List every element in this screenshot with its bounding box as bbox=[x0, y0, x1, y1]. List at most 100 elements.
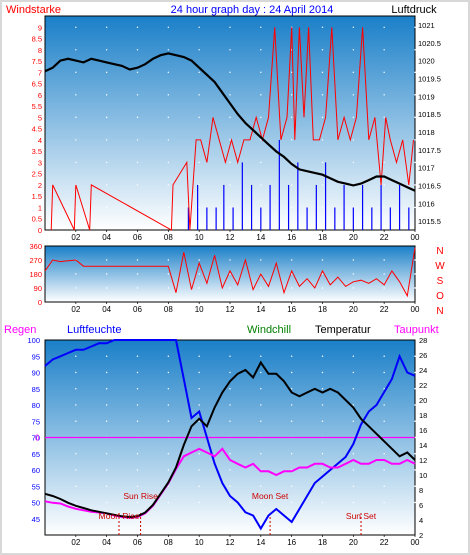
grid-dot bbox=[383, 501, 385, 504]
grid-dot bbox=[352, 94, 355, 96]
grid-dot bbox=[136, 259, 139, 261]
grid-dot bbox=[229, 184, 231, 186]
panel2-x-tick-label: 18 bbox=[318, 305, 327, 314]
grid-dot bbox=[75, 355, 77, 357]
grid-dot bbox=[290, 287, 293, 289]
chart-marks bbox=[44, 27, 416, 535]
grid-dot bbox=[321, 404, 324, 406]
grid-dot bbox=[167, 485, 170, 487]
grid-dot bbox=[260, 49, 262, 51]
grid-dot bbox=[75, 116, 77, 119]
grid-dot bbox=[105, 469, 108, 471]
grid-dot bbox=[229, 71, 231, 74]
grid-dot bbox=[105, 94, 108, 96]
grid-dot bbox=[105, 485, 108, 487]
panel3-x-tick-label: 08 bbox=[164, 538, 173, 547]
grid-dot bbox=[414, 287, 416, 289]
grid-dot bbox=[75, 49, 77, 51]
grid-dot bbox=[167, 371, 170, 374]
panel1-x-tick-label: 22 bbox=[380, 233, 389, 242]
grid-dot bbox=[321, 273, 324, 275]
wind-y-tick-label: 3 bbox=[38, 158, 42, 167]
panel3-x-tick-label: 04 bbox=[102, 538, 111, 547]
grid-dot bbox=[198, 26, 200, 28]
grid-dot bbox=[105, 26, 108, 28]
grid-dot bbox=[75, 453, 77, 455]
grid-dot bbox=[260, 371, 262, 374]
grid-dot bbox=[260, 388, 262, 390]
grid-dot bbox=[167, 116, 170, 119]
temperature-y-tick-label: 4 bbox=[419, 516, 423, 525]
grid-dot bbox=[229, 273, 231, 275]
grid-dot bbox=[321, 501, 324, 504]
panel1-x-tick-label: 12 bbox=[226, 233, 235, 242]
panel3-x-tick-label: 16 bbox=[287, 538, 296, 547]
grid-dot bbox=[198, 71, 200, 74]
grid-dot bbox=[136, 287, 139, 289]
grid-dot bbox=[105, 371, 108, 374]
grid-dot bbox=[414, 273, 416, 275]
grid-dot bbox=[414, 161, 416, 164]
grid-dot bbox=[167, 139, 170, 141]
grid-dot bbox=[383, 161, 385, 164]
panel2-x-tick-label: 14 bbox=[256, 305, 265, 314]
grid-dot bbox=[383, 355, 385, 357]
grid-dot bbox=[229, 453, 231, 455]
grid-dot bbox=[198, 287, 200, 289]
grid-dot bbox=[352, 49, 355, 51]
grid-dot bbox=[290, 485, 293, 487]
grid-dot bbox=[383, 420, 385, 422]
grid-dot bbox=[383, 404, 385, 406]
grid-dot bbox=[75, 94, 77, 96]
panel2-x-tick-label: 22 bbox=[380, 305, 389, 314]
grid-dot bbox=[260, 161, 262, 164]
wind-direction-line bbox=[44, 247, 416, 298]
grid-dot bbox=[167, 388, 170, 390]
grid-dot bbox=[136, 94, 139, 96]
grid-dot bbox=[260, 139, 262, 141]
temperature-y-tick-label: 18 bbox=[419, 411, 427, 420]
pressure-y-tick-label: 1015.5 bbox=[418, 217, 441, 226]
grid-dot bbox=[414, 71, 416, 74]
compass-label: N bbox=[436, 246, 443, 257]
grid-dot bbox=[105, 404, 108, 406]
grid-dot bbox=[136, 388, 139, 390]
wind-y-tick-label: 6.5 bbox=[32, 80, 42, 89]
grid-dot bbox=[321, 388, 324, 390]
grid-dot bbox=[136, 49, 139, 51]
grid-dot bbox=[167, 420, 170, 422]
pressure-y-tick-label: 1017 bbox=[418, 164, 435, 173]
grid-dot bbox=[229, 49, 231, 51]
grid-dot bbox=[414, 469, 416, 471]
grid-dot bbox=[75, 371, 77, 374]
rain-value-label: 0 bbox=[35, 434, 40, 443]
grid-dot bbox=[167, 259, 170, 261]
grid-dot bbox=[383, 184, 385, 186]
grid-dot bbox=[136, 139, 139, 141]
grid-dot bbox=[321, 94, 324, 96]
legend-entry: Regen bbox=[4, 324, 36, 336]
temperature-y-tick-label: 8 bbox=[419, 486, 423, 495]
grid-dot bbox=[352, 71, 355, 74]
pressure-axis-title: Luftdruck bbox=[391, 4, 437, 16]
grid-dot bbox=[198, 259, 200, 261]
grid-dot bbox=[414, 184, 416, 186]
event-label: Moon Set bbox=[252, 491, 289, 501]
grid-dot bbox=[136, 404, 139, 406]
grid-dot bbox=[105, 259, 108, 261]
panel3-x-tick-label: 18 bbox=[318, 538, 327, 547]
grid-dot bbox=[105, 139, 108, 141]
grid-dot bbox=[229, 355, 231, 357]
legend-entry: Taupunkt bbox=[394, 324, 439, 336]
grid-dot bbox=[321, 71, 324, 74]
panel2-x-tick-label: 04 bbox=[102, 305, 111, 314]
grid-dots bbox=[75, 26, 416, 504]
humidity-y-tick-label: 75 bbox=[32, 417, 40, 426]
grid-dot bbox=[198, 94, 200, 96]
temperature-line bbox=[44, 360, 416, 519]
grid-dot bbox=[290, 116, 293, 119]
grid-dot bbox=[352, 371, 355, 374]
panel3-x-tick-label: 06 bbox=[133, 538, 142, 547]
legend-entry: Temperatur bbox=[315, 324, 371, 336]
grid-dot bbox=[105, 206, 108, 209]
